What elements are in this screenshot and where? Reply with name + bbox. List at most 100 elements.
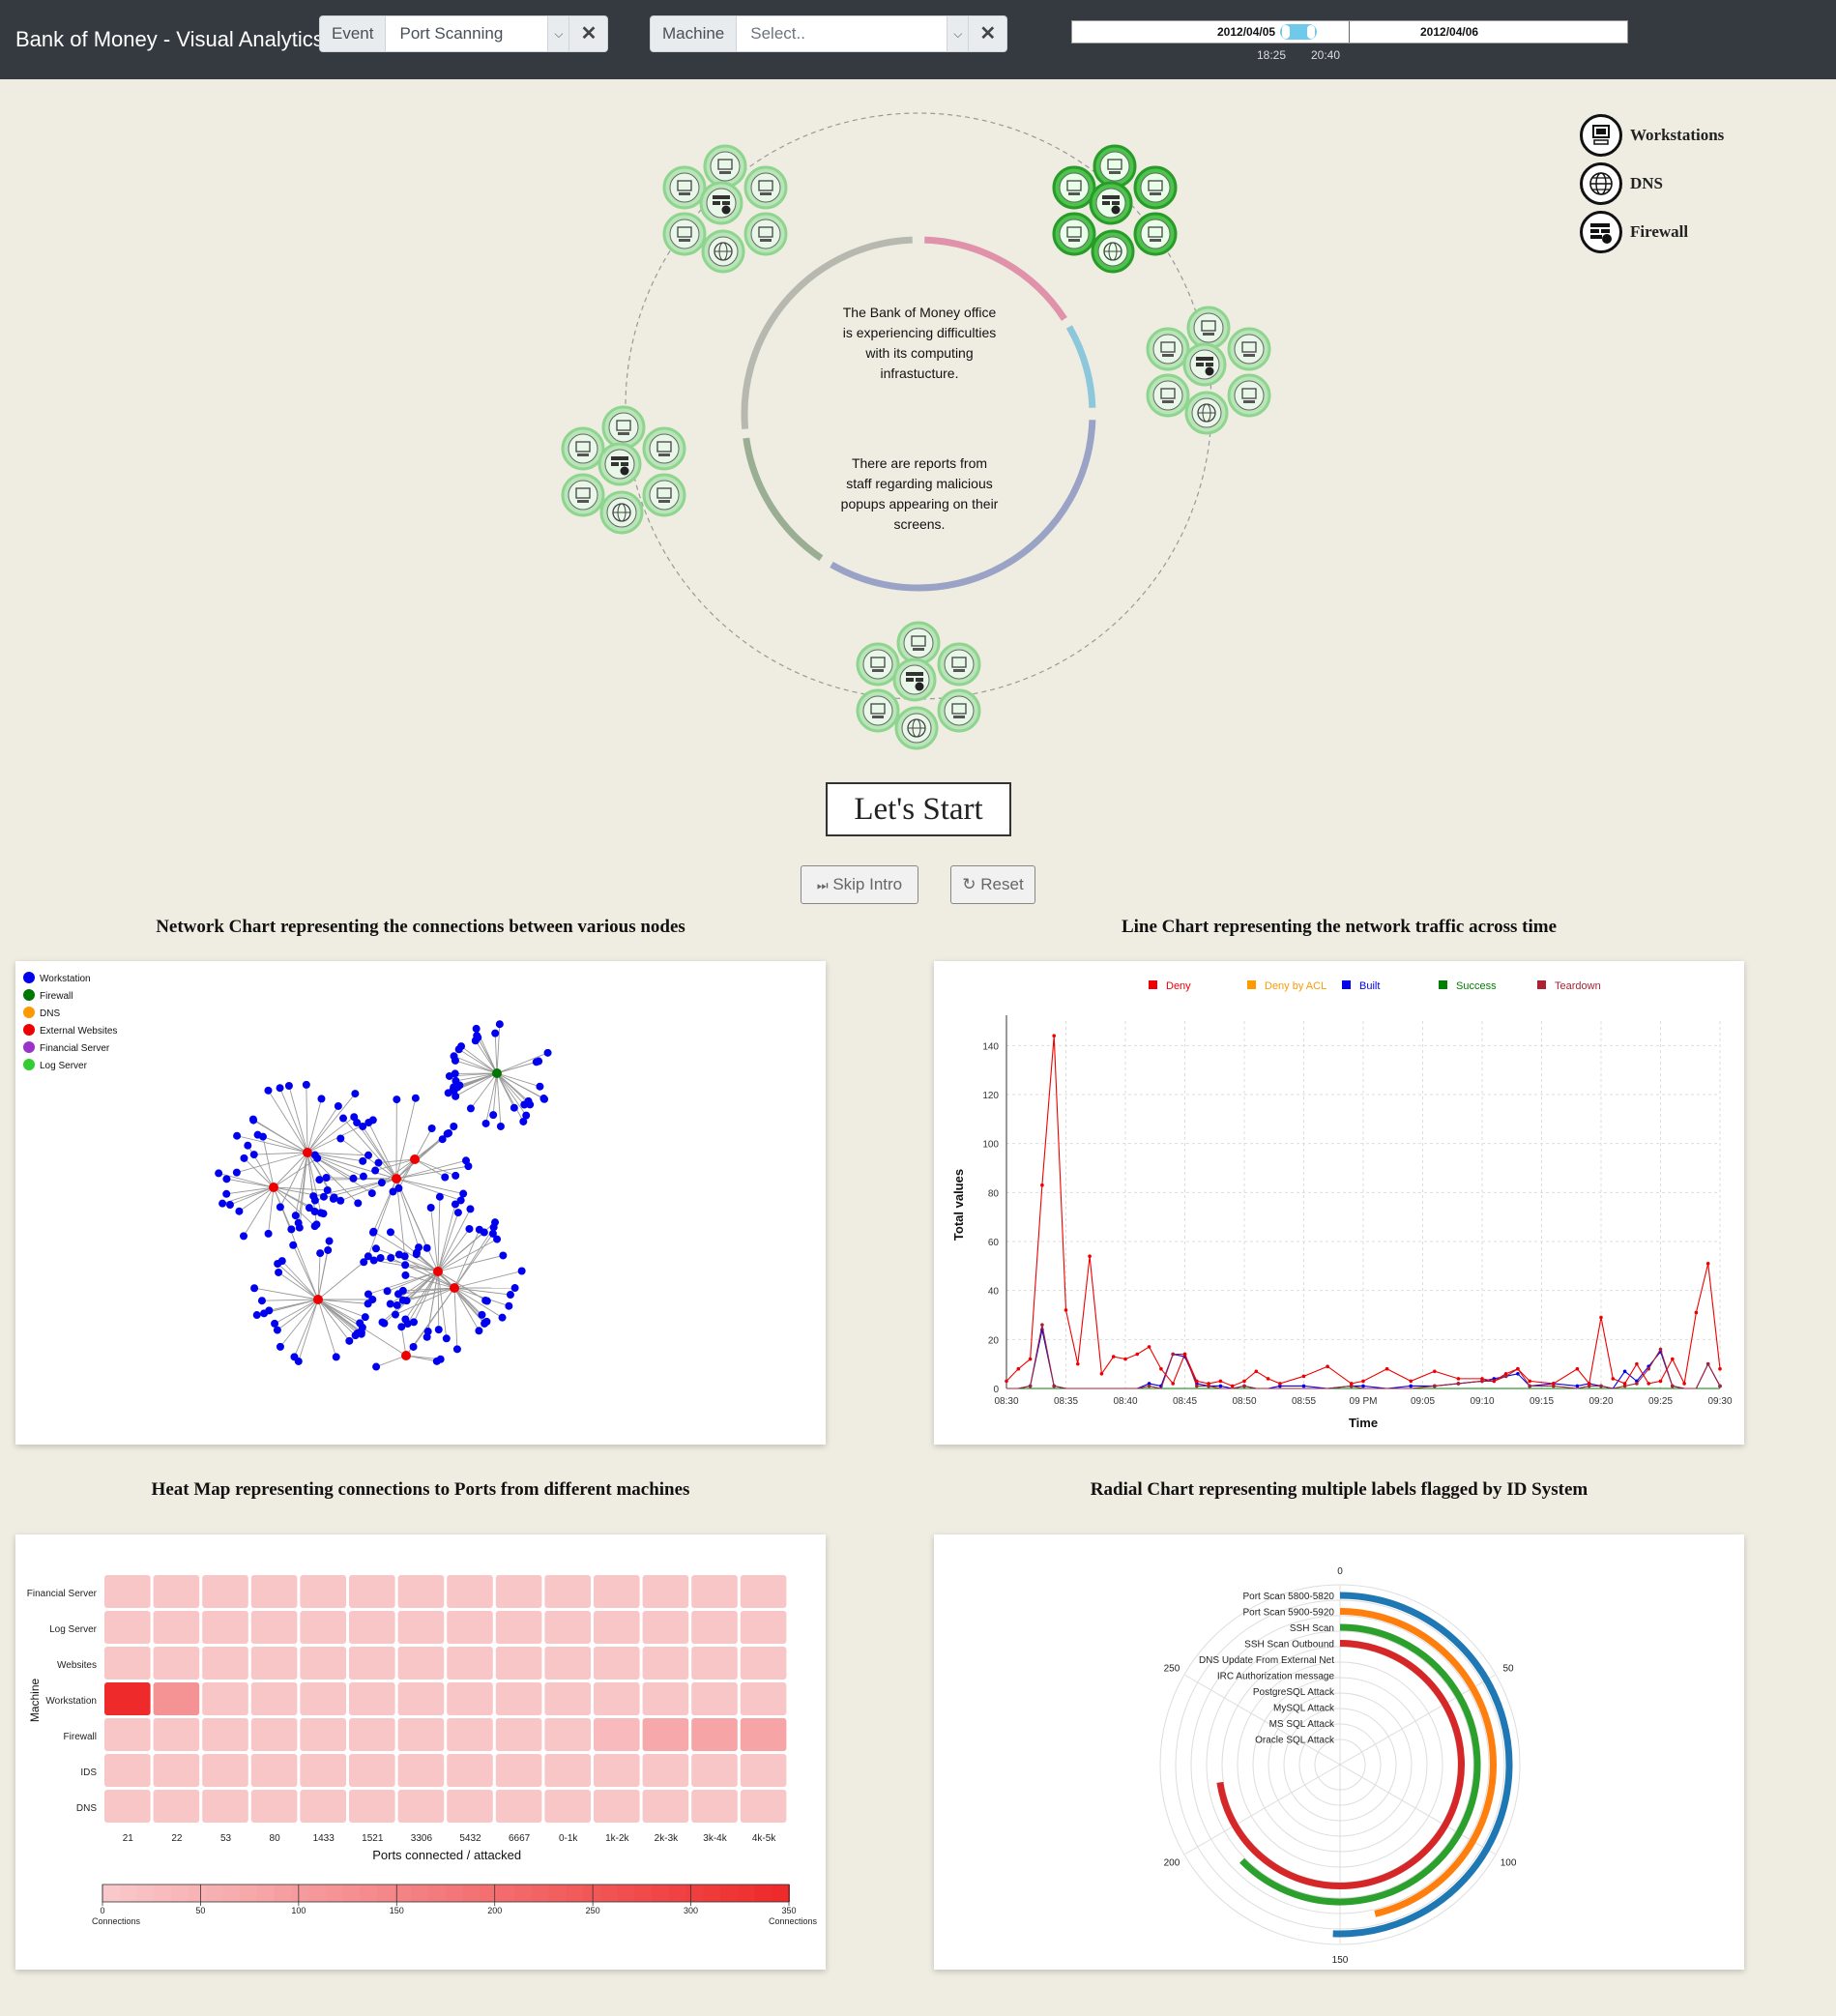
workstation-node[interactable]	[248, 1115, 257, 1124]
event-clear-button[interactable]: ✕	[569, 15, 609, 52]
workstation-node[interactable]	[520, 1100, 529, 1109]
heat-cell[interactable]	[691, 1575, 738, 1608]
workstation-node[interactable]	[601, 405, 646, 450]
workstation-node[interactable]	[451, 1069, 459, 1078]
workstation-node[interactable]	[354, 1199, 363, 1208]
workstation-node[interactable]	[459, 1189, 468, 1198]
external-website-node[interactable]	[313, 1295, 323, 1304]
workstation-node[interactable]	[371, 1166, 380, 1175]
workstation-node[interactable]	[561, 426, 605, 471]
workstation-node[interactable]	[330, 1193, 338, 1202]
workstation-node[interactable]	[244, 1141, 252, 1150]
workstation-node[interactable]	[353, 1118, 362, 1126]
heat-cell[interactable]	[153, 1718, 200, 1751]
workstation-node[interactable]	[496, 1122, 505, 1130]
workstation-node[interactable]	[380, 1319, 389, 1328]
workstation-node[interactable]	[703, 144, 747, 189]
workstation-node[interactable]	[1186, 306, 1231, 350]
workstation-node[interactable]	[356, 1319, 364, 1328]
workstation-node[interactable]	[465, 1224, 474, 1233]
node-cluster-1[interactable]	[1052, 144, 1178, 274]
heat-cell[interactable]	[349, 1647, 395, 1680]
heat-cell[interactable]	[495, 1790, 542, 1823]
workstation-node[interactable]	[402, 1297, 411, 1305]
workstation-node[interactable]	[233, 1131, 242, 1140]
dns-node[interactable]	[1091, 229, 1135, 274]
workstation-node[interactable]	[276, 1342, 284, 1351]
workstation-node[interactable]	[505, 1301, 513, 1310]
workstation-node[interactable]	[372, 1362, 381, 1371]
node-cluster-2[interactable]	[1146, 306, 1271, 435]
workstation-node[interactable]	[409, 1342, 418, 1351]
workstation-node[interactable]	[423, 1243, 431, 1252]
heat-cell[interactable]	[104, 1754, 151, 1787]
heat-cell[interactable]	[594, 1647, 640, 1680]
workstation-node[interactable]	[240, 1232, 248, 1241]
workstation-node[interactable]	[377, 1179, 386, 1187]
heat-cell[interactable]	[397, 1611, 445, 1644]
workstation-node[interactable]	[411, 1094, 420, 1102]
heat-cell[interactable]	[300, 1611, 346, 1644]
heat-cell[interactable]	[544, 1754, 591, 1787]
firewall-node[interactable]	[597, 442, 642, 486]
workstation-node[interactable]	[359, 1122, 367, 1130]
workstation-node[interactable]	[369, 1256, 378, 1265]
heat-cell[interactable]	[300, 1790, 346, 1823]
workstation-node[interactable]	[225, 1200, 234, 1209]
heat-cell[interactable]	[642, 1682, 689, 1715]
workstation-node[interactable]	[536, 1082, 544, 1091]
heat-cell[interactable]	[544, 1718, 591, 1751]
workstation-node[interactable]	[276, 1084, 284, 1093]
workstation-node[interactable]	[499, 1251, 508, 1260]
workstation-node[interactable]	[310, 1207, 319, 1215]
workstation-node[interactable]	[310, 1222, 319, 1231]
firewall-node[interactable]	[699, 181, 743, 225]
heat-cell[interactable]	[495, 1754, 542, 1787]
heat-cell[interactable]	[691, 1790, 738, 1823]
workstation-node[interactable]	[896, 621, 941, 665]
firewall-node[interactable]	[892, 657, 937, 702]
workstation-node[interactable]	[427, 1124, 436, 1132]
external-website-node[interactable]	[269, 1183, 278, 1192]
heat-cell[interactable]	[544, 1647, 591, 1680]
heat-cell[interactable]	[495, 1718, 542, 1751]
workstation-node[interactable]	[426, 1204, 435, 1213]
workstation-node[interactable]	[481, 1119, 490, 1127]
timeline-slider[interactable]: 2012/04/05 2012/04/06	[1071, 20, 1628, 44]
workstation-node[interactable]	[332, 1353, 340, 1361]
workstation-node[interactable]	[257, 1297, 266, 1305]
workstation-node[interactable]	[444, 1089, 452, 1097]
heat-cell[interactable]	[691, 1718, 738, 1751]
workstation-node[interactable]	[383, 1287, 392, 1296]
workstation-node[interactable]	[443, 1129, 452, 1138]
workstation-node[interactable]	[394, 1183, 403, 1192]
machine-clear-button[interactable]: ✕	[969, 15, 1008, 52]
workstation-node[interactable]	[453, 1209, 462, 1217]
workstation-node[interactable]	[289, 1241, 298, 1249]
heat-cell[interactable]	[740, 1611, 787, 1644]
heat-cell[interactable]	[495, 1682, 542, 1715]
workstation-node[interactable]	[364, 1151, 373, 1159]
heat-cell[interactable]	[447, 1647, 493, 1680]
heat-cell[interactable]	[447, 1754, 493, 1787]
heat-cell[interactable]	[250, 1647, 298, 1680]
brush-handle-left[interactable]	[1282, 25, 1290, 39]
workstation-node[interactable]	[466, 1205, 475, 1213]
heat-cell[interactable]	[594, 1718, 640, 1751]
chevron-down-icon[interactable]: ⌵	[947, 16, 969, 51]
workstation-node[interactable]	[394, 1250, 403, 1259]
heat-cell[interactable]	[104, 1718, 151, 1751]
heat-cell[interactable]	[594, 1611, 640, 1644]
workstation-node[interactable]	[360, 1258, 368, 1267]
workstation-node[interactable]	[456, 1196, 465, 1205]
workstation-node[interactable]	[325, 1237, 334, 1245]
heat-cell[interactable]	[349, 1754, 395, 1787]
workstation-node[interactable]	[435, 1192, 444, 1201]
workstation-node[interactable]	[510, 1103, 518, 1112]
workstation-node[interactable]	[322, 1173, 331, 1182]
workstation-node[interactable]	[264, 1229, 273, 1238]
workstation-node[interactable]	[451, 1056, 459, 1065]
dns-node[interactable]	[894, 706, 939, 750]
heat-cell[interactable]	[300, 1682, 346, 1715]
heat-cell[interactable]	[250, 1790, 298, 1823]
